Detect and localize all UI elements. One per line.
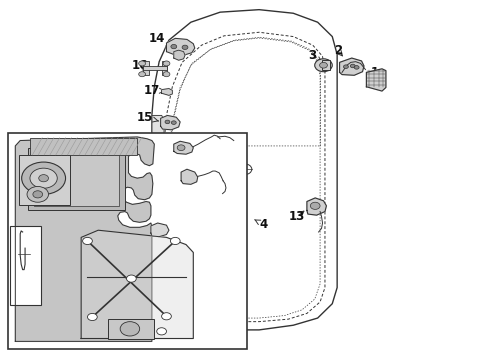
Polygon shape (161, 89, 172, 95)
Text: 5: 5 (152, 275, 163, 289)
Circle shape (164, 120, 169, 124)
Circle shape (310, 202, 320, 210)
Bar (34, 153, 119, 206)
Text: 17: 17 (143, 84, 164, 97)
Text: 15: 15 (136, 111, 158, 124)
Text: 10: 10 (12, 154, 34, 167)
Polygon shape (173, 50, 184, 60)
Bar (8, 134, 246, 348)
Circle shape (353, 66, 358, 69)
Bar (27, 148, 125, 211)
Circle shape (161, 313, 171, 320)
Circle shape (30, 168, 57, 188)
Polygon shape (306, 198, 326, 215)
Circle shape (349, 64, 354, 68)
Bar (143, 66, 167, 69)
Circle shape (314, 59, 331, 72)
Text: 7: 7 (196, 174, 208, 187)
Bar (108, 319, 154, 338)
Circle shape (120, 321, 140, 336)
Text: 9: 9 (140, 231, 155, 244)
Circle shape (139, 61, 145, 66)
Circle shape (27, 186, 48, 202)
Circle shape (122, 328, 132, 335)
Circle shape (157, 328, 166, 335)
Polygon shape (181, 169, 197, 184)
Polygon shape (339, 58, 363, 75)
Circle shape (21, 162, 65, 194)
Circle shape (33, 191, 42, 198)
Text: 13: 13 (288, 210, 305, 223)
Text: 14: 14 (148, 32, 171, 46)
Polygon shape (166, 39, 194, 55)
Circle shape (171, 121, 176, 125)
Circle shape (182, 45, 187, 49)
Circle shape (237, 164, 251, 175)
Polygon shape (152, 116, 163, 140)
Text: 2: 2 (333, 44, 342, 57)
Circle shape (163, 72, 169, 77)
Bar (10, 226, 41, 305)
Text: 6: 6 (174, 152, 183, 165)
Polygon shape (15, 137, 154, 341)
Polygon shape (366, 69, 385, 91)
Circle shape (177, 145, 184, 150)
Circle shape (87, 314, 97, 320)
Circle shape (126, 275, 136, 282)
Circle shape (82, 237, 92, 244)
Text: 1: 1 (370, 66, 379, 79)
Text: 12: 12 (17, 255, 33, 268)
Text: 11: 11 (16, 170, 35, 183)
Circle shape (319, 62, 327, 68)
Circle shape (163, 61, 169, 66)
Polygon shape (173, 141, 193, 154)
Text: 16: 16 (132, 59, 148, 72)
Circle shape (170, 44, 176, 49)
Text: 3: 3 (307, 49, 321, 62)
Polygon shape (151, 223, 168, 237)
Polygon shape (160, 116, 180, 130)
Bar (30, 138, 137, 155)
Polygon shape (81, 230, 193, 338)
Bar (19, 155, 70, 205)
Circle shape (170, 237, 180, 244)
Text: 8: 8 (219, 185, 227, 198)
Text: 4: 4 (254, 218, 267, 231)
Bar (321, 60, 330, 70)
Bar (161, 61, 167, 75)
Circle shape (39, 175, 48, 182)
Circle shape (343, 65, 347, 68)
Circle shape (139, 72, 145, 77)
Bar (143, 61, 149, 75)
